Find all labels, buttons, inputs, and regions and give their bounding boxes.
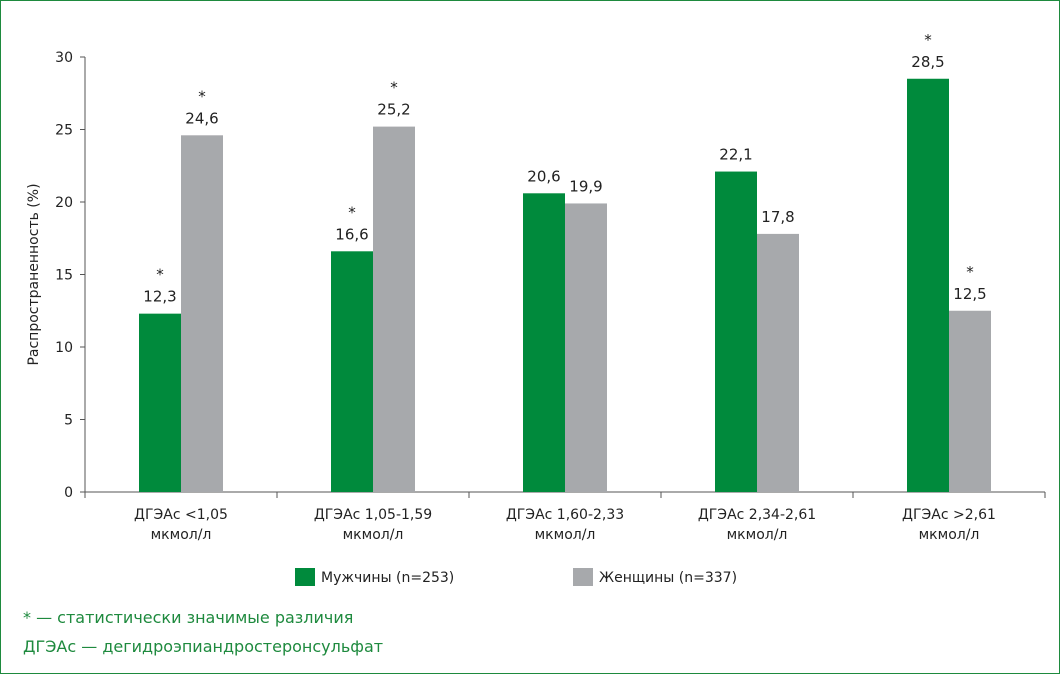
significance-marker: * [198, 87, 206, 105]
y-tick-label: 5 [64, 413, 73, 429]
y-tick-label: 25 [55, 123, 73, 139]
bar-series-1 [907, 78, 949, 492]
data-label: 25,2 [377, 101, 410, 119]
bar-series-2 [949, 310, 991, 492]
data-label: 28,5 [911, 53, 944, 71]
bar-series-1 [139, 313, 181, 492]
legend-label: Женщины (n=337) [599, 570, 737, 586]
legend-label: Мужчины (n=253) [321, 570, 454, 586]
data-label: 17,8 [761, 208, 794, 226]
bar-series-2 [757, 233, 799, 492]
bar-chart: 0 5 10 15 20 25 30 Распространенность (%) ДГЭАс … [26, 31, 1046, 586]
footnote-significance: * — статистически значимые различия [23, 608, 354, 627]
data-label: 12,3 [143, 288, 176, 306]
bar-series-1 [331, 251, 373, 492]
significance-marker: * [348, 203, 356, 221]
y-tick-label: 20 [55, 195, 73, 211]
y-tick-label: 10 [55, 340, 73, 356]
x-category-label: мкмол/л [919, 527, 980, 543]
significance-marker: * [390, 79, 398, 97]
y-tick-label: 15 [55, 268, 73, 284]
x-category-label: ДГЭАс 1,05-1,59 [314, 507, 432, 523]
data-label: 19,9 [569, 177, 602, 195]
significance-marker: * [966, 263, 974, 281]
x-category-label: мкмол/л [727, 527, 788, 543]
bar-series-1 [523, 193, 565, 493]
significance-marker: * [924, 31, 932, 49]
data-label: 24,6 [185, 109, 218, 127]
footnote-abbreviation: ДГЭАс — дегидроэпиандростеронсульфат [23, 637, 384, 656]
y-tick-label: 0 [64, 485, 73, 501]
significance-marker: * [156, 266, 164, 284]
bar-series-2 [181, 135, 223, 493]
x-category-label: мкмол/л [343, 527, 404, 543]
data-label: 22,1 [719, 146, 752, 164]
x-category-label: ДГЭАс 2,34-2,61 [698, 507, 816, 523]
bar-series-1 [715, 171, 757, 493]
x-category-label: ДГЭАс <1,05 [134, 507, 228, 523]
data-label: 16,6 [335, 225, 368, 243]
legend-swatch [295, 568, 315, 586]
x-category-label: ДГЭАс >2,61 [902, 507, 996, 523]
legend-swatch [573, 568, 593, 586]
data-label: 20,6 [527, 167, 560, 185]
bar-series-2 [565, 203, 607, 492]
y-axis-label: Распространенность (%) [26, 183, 42, 365]
x-category-label: ДГЭАс 1,60-2,33 [506, 507, 624, 523]
x-category-label: мкмол/л [151, 527, 212, 543]
data-label: 12,5 [953, 285, 986, 303]
y-tick-label: 30 [55, 50, 73, 66]
x-category-label: мкмол/л [535, 527, 596, 543]
bar-series-2 [373, 126, 415, 492]
